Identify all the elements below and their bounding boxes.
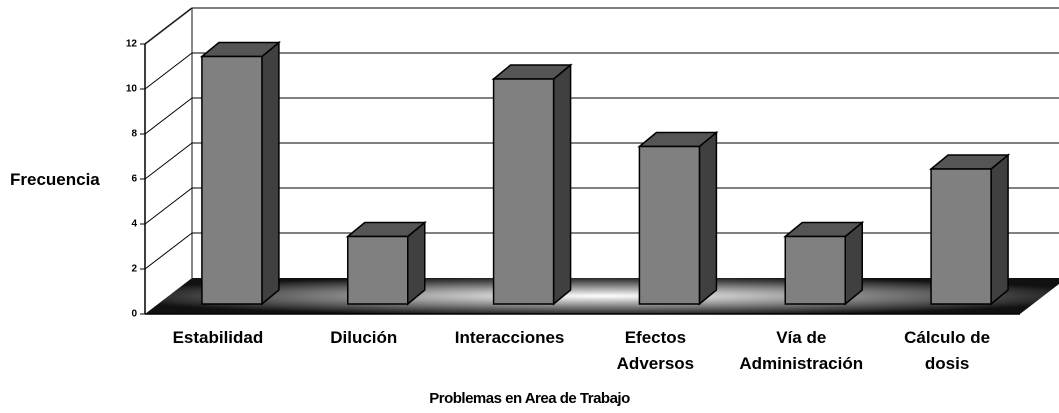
grid-line: [144, 52, 193, 90]
grid-line: [144, 142, 193, 180]
grid-line: [144, 97, 193, 135]
y-tick-label: 10: [126, 84, 138, 95]
y-tick-label: 4: [131, 219, 137, 230]
x-tick-label: Efectos Adversos: [616, 328, 695, 373]
bar-side: [698, 130, 718, 306]
grid-line: [144, 232, 193, 270]
y-axis-title: Frecuencia: [10, 170, 100, 189]
bar-side: [552, 63, 572, 306]
grid-line: [144, 187, 193, 225]
bar: [784, 235, 846, 305]
x-axis-title: Problemas en Area de Trabajo: [429, 390, 630, 407]
y-tick-label: 6: [131, 174, 137, 185]
x-tick-label: Interacciones: [454, 328, 565, 347]
bar-side: [261, 40, 280, 306]
y-tick-label: 12: [126, 39, 138, 50]
x-tick-label: Estabilidad: [172, 328, 264, 347]
grid-line: [144, 7, 193, 45]
x-tick-label: Dilución: [330, 328, 398, 347]
y-tick-label: 8: [131, 129, 137, 140]
y-tick-label: 2: [131, 264, 137, 275]
bar: [930, 168, 992, 305]
bar: [347, 235, 409, 305]
bar: [638, 145, 701, 305]
floor: [145, 278, 1059, 314]
y-tick-label: 0: [131, 309, 137, 320]
bar: [201, 55, 263, 305]
bar: [492, 78, 555, 305]
bar-side: [990, 153, 1009, 306]
x-tick-label: Cálculo de dosis: [904, 328, 991, 373]
x-tick-label: Vía de Administración: [739, 328, 864, 373]
